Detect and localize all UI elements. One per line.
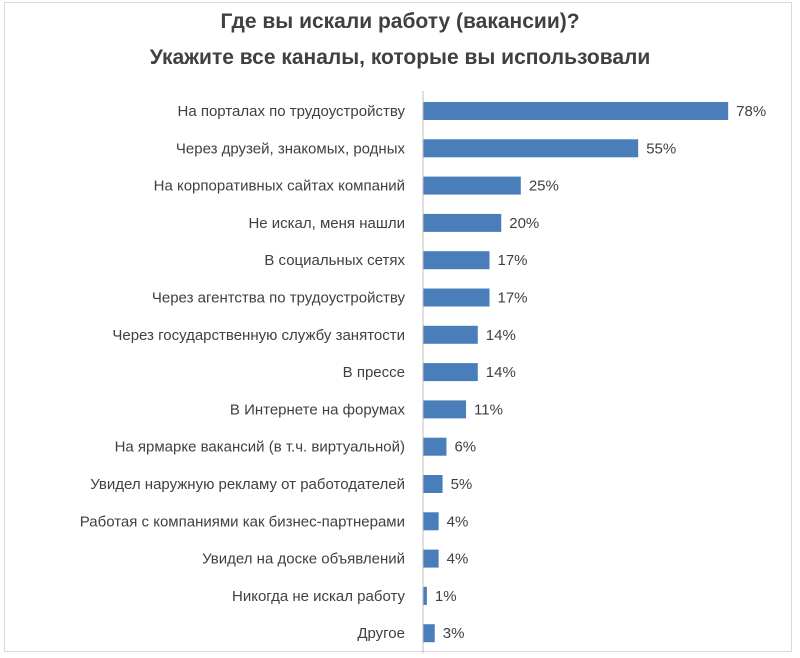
value-label: 25% bbox=[529, 178, 559, 195]
value-label: 1% bbox=[435, 588, 457, 605]
category-label: На корпоративных сайтах компаний bbox=[154, 178, 405, 195]
bar bbox=[423, 586, 427, 605]
category-label: Через государственную службу занятости bbox=[112, 327, 405, 344]
category-label: На порталах по трудоустройству bbox=[177, 103, 405, 120]
bar bbox=[423, 251, 490, 270]
value-label: 17% bbox=[498, 290, 528, 307]
value-label: 78% bbox=[736, 103, 766, 120]
bar bbox=[423, 437, 447, 456]
value-label: 11% bbox=[474, 401, 503, 418]
value-label: 17% bbox=[498, 252, 528, 269]
category-label: Увидел на доске объявлений bbox=[202, 551, 405, 568]
value-label: 55% bbox=[646, 140, 676, 157]
category-label: В социальных сетях bbox=[264, 252, 405, 269]
value-label: 14% bbox=[486, 364, 516, 381]
category-label: Работая с компаниями как бизнес-партнера… bbox=[80, 513, 405, 530]
bar bbox=[423, 139, 639, 158]
chart-subtitle: Укажите все каналы, которые вы использов… bbox=[149, 46, 651, 69]
category-label: Через друзей, знакомых, родных bbox=[176, 140, 406, 157]
value-label: 4% bbox=[447, 551, 469, 568]
bar bbox=[423, 512, 439, 531]
bar bbox=[423, 549, 439, 568]
value-label: 6% bbox=[454, 439, 476, 456]
category-label: Никогда не искал работу bbox=[232, 588, 405, 605]
bar bbox=[423, 102, 729, 120]
value-label: 20% bbox=[509, 215, 539, 232]
bar bbox=[423, 363, 478, 382]
category-label: В прессе bbox=[343, 364, 405, 381]
category-label: Увидел наружную рекламу от работодателей bbox=[90, 476, 405, 493]
bar bbox=[423, 400, 467, 419]
value-label: 14% bbox=[486, 327, 516, 344]
bar bbox=[423, 475, 443, 493]
chart-title: Где вы искали работу (вакансии)? bbox=[220, 10, 580, 33]
category-label: В Интернете на форумах bbox=[230, 401, 406, 418]
category-label: На ярмарке вакансий (в т.ч. виртуальной) bbox=[115, 439, 405, 456]
bar bbox=[423, 325, 478, 344]
category-label: Не искал, меня нашли bbox=[248, 215, 405, 232]
bar bbox=[423, 288, 490, 307]
value-label: 4% bbox=[447, 513, 469, 530]
value-label: 5% bbox=[451, 476, 473, 493]
value-label: 3% bbox=[443, 625, 465, 642]
category-label: Другое bbox=[357, 625, 405, 642]
category-label: Через агентства по трудоустройству bbox=[152, 290, 406, 307]
bar bbox=[423, 176, 521, 195]
bar bbox=[423, 624, 435, 643]
bar bbox=[423, 213, 502, 232]
